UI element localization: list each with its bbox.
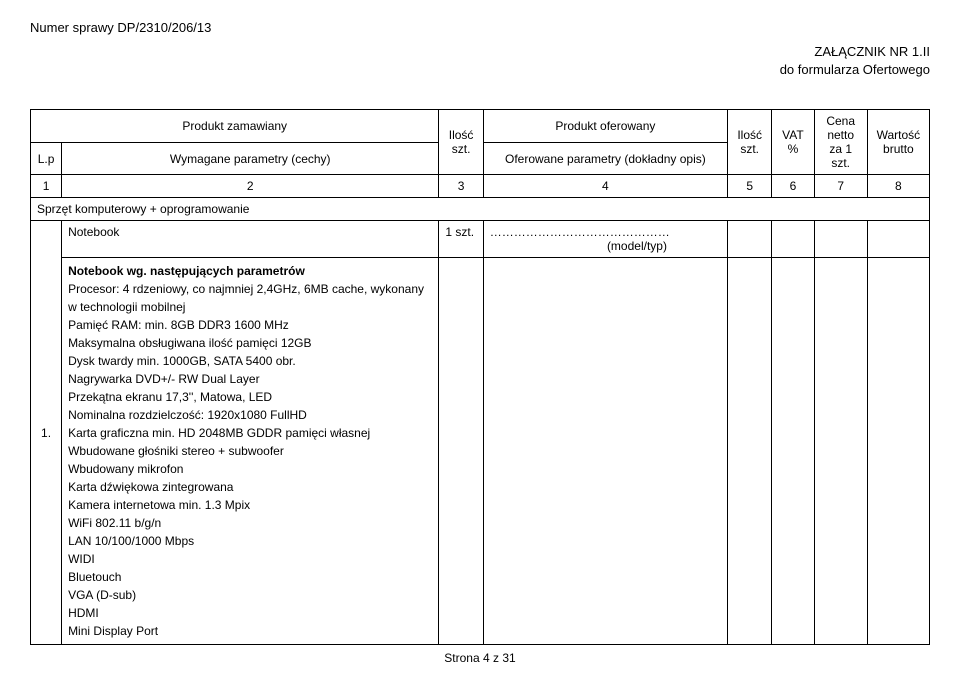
empty-spec-qty1 <box>439 258 483 645</box>
numcell-2: 2 <box>62 175 439 198</box>
section-row: Sprzęt komputerowy + oprogramowanie <box>31 198 930 221</box>
numcell-7: 7 <box>814 175 867 198</box>
page-footer: Strona 4 z 31 <box>30 651 930 665</box>
model-placeholder-cell: ……………………………………… (model/typ) <box>483 221 727 258</box>
spec-line: LAN 10/100/1000 Mbps <box>68 534 194 548</box>
spec-line: HDMI <box>68 606 99 620</box>
spec-line: Dysk twardy min. 1000GB, SATA 5400 obr. <box>68 354 296 368</box>
numcell-4: 4 <box>483 175 727 198</box>
spec-line: Maksymalna obsługiwana ilość pamięci 12G… <box>68 336 311 350</box>
header-produkt-oferowany: Produkt oferowany <box>483 110 727 143</box>
empty-wartosc <box>867 221 929 258</box>
spec-line: Nominalna rozdzielczość: 1920x1080 FullH… <box>68 408 307 422</box>
numcell-8: 8 <box>867 175 929 198</box>
empty-spec-wartosc <box>867 258 929 645</box>
spec-line: Nagrywarka DVD+/- RW Dual Layer <box>68 372 260 386</box>
empty-spec-qty2 <box>727 258 771 645</box>
spec-cell: Notebook wg. następujących parametrów Pr… <box>62 258 439 645</box>
header-lp: L.p <box>31 142 62 175</box>
numcell-1: 1 <box>31 175 62 198</box>
empty-vat <box>772 221 814 258</box>
header-oferowane: Oferowane parametry (dokładny opis) <box>483 142 727 175</box>
empty-spec-cena <box>814 258 867 645</box>
attachment-line1: ZAŁĄCZNIK NR 1.II <box>30 43 930 61</box>
spec-line: VGA (D-sub) <box>68 588 136 602</box>
header-produkt-zamawiany: Produkt zamawiany <box>31 110 439 143</box>
offer-table: Produkt zamawiany Ilość szt. Produkt ofe… <box>30 109 930 645</box>
attachment-line2: do formularza Ofertowego <box>30 61 930 79</box>
numcell-6: 6 <box>772 175 814 198</box>
spec-line: Mini Display Port <box>68 624 158 638</box>
spec-line: WiFi 802.11 b/g/n <box>68 516 161 530</box>
header-vat: VAT % <box>772 110 814 175</box>
spec-line: Kamera internetowa min. 1.3 Mpix <box>68 498 250 512</box>
lp-cell: 1. <box>31 221 62 645</box>
spec-line: Pamięć RAM: min. 8GB DDR3 1600 MHz <box>68 318 289 332</box>
numcell-3: 3 <box>439 175 483 198</box>
case-number: Numer sprawy DP/2310/206/13 <box>30 20 930 35</box>
spec-line: Karta dźwiękowa zintegrowana <box>68 480 233 494</box>
empty-qty2 <box>727 221 771 258</box>
empty-spec-vat <box>772 258 814 645</box>
empty-spec-off <box>483 258 727 645</box>
spec-line: Procesor: 4 rdzeniowy, co najmniej 2,4GH… <box>68 282 424 314</box>
spec-line: Wbudowane głośniki stereo + subwoofer <box>68 444 284 458</box>
notebook-title-cell: Notebook <box>62 221 439 258</box>
header-wartosc: Wartość brutto <box>867 110 929 175</box>
spec-line: Karta graficzna min. HD 2048MB GDDR pami… <box>68 426 370 440</box>
qty-cell: 1 szt. <box>439 221 483 258</box>
table-row-notebook-spec: Notebook wg. następujących parametrów Pr… <box>31 258 930 645</box>
spec-line: WIDI <box>68 552 95 566</box>
number-row: 1 2 3 4 5 6 7 8 <box>31 175 930 198</box>
header-ilosc1: Ilość szt. <box>439 110 483 175</box>
empty-cena <box>814 221 867 258</box>
header-row-group1: Produkt zamawiany Ilość szt. Produkt ofe… <box>31 110 930 143</box>
header-ilosc2: Ilość szt. <box>727 110 771 175</box>
header-wymagane: Wymagane parametry (cechy) <box>62 142 439 175</box>
spec-subtitle: Notebook wg. następujących parametrów <box>68 264 305 278</box>
spec-line: Wbudowany mikrofon <box>68 462 183 476</box>
header-cena: Cena netto za 1 szt. <box>814 110 867 175</box>
table-row-notebook-title: 1. Notebook 1 szt. ……………………………………… (mode… <box>31 221 930 258</box>
numcell-5: 5 <box>727 175 771 198</box>
section-title: Sprzęt komputerowy + oprogramowanie <box>31 198 930 221</box>
attachment-header: ZAŁĄCZNIK NR 1.II do formularza Ofertowe… <box>30 43 930 79</box>
spec-line: Bluetouch <box>68 570 121 584</box>
spec-line: Przekątna ekranu 17,3'', Matowa, LED <box>68 390 272 404</box>
